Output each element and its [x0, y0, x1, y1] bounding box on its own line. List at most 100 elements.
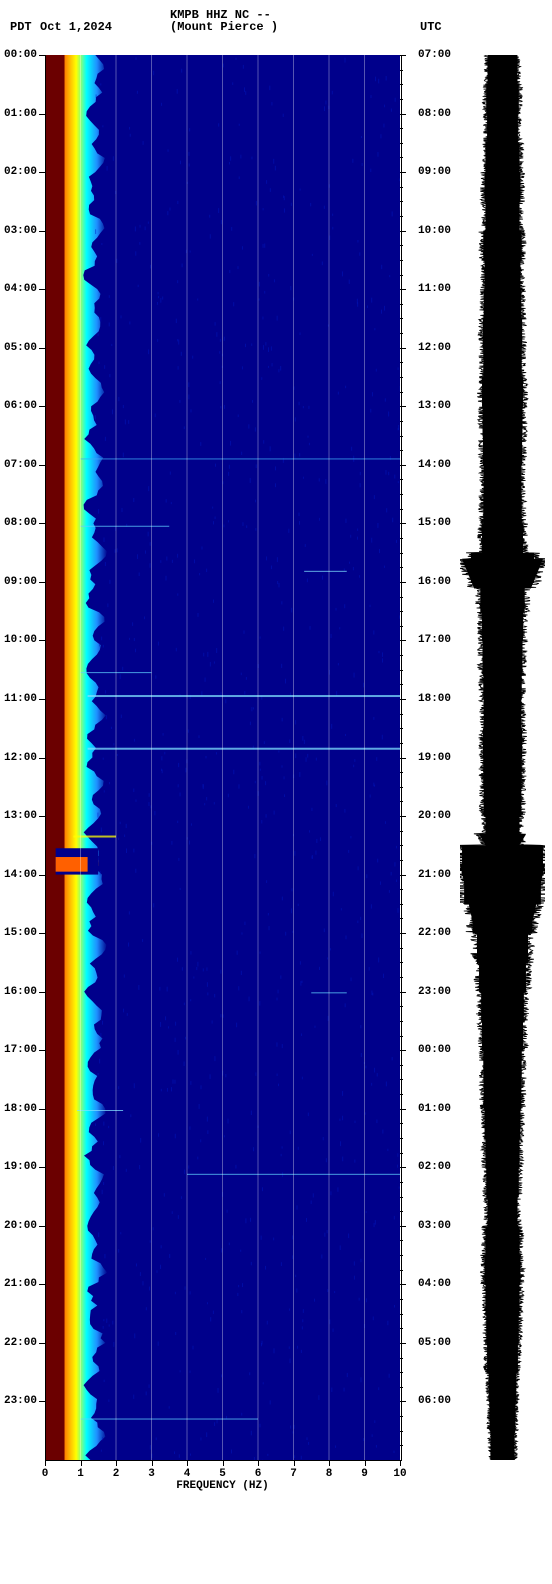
right-minor-tick — [400, 392, 403, 393]
freq-tick-mark — [365, 1460, 366, 1466]
right-minor-tick — [400, 1094, 403, 1095]
right-tick-label: 13:00 — [418, 400, 451, 412]
right-minor-tick — [400, 1006, 403, 1007]
left-tick-mark — [39, 758, 45, 759]
right-minor-tick — [400, 318, 403, 319]
right-tick-label: 16:00 — [418, 576, 451, 588]
station-name-label: (Mount Pierce ) — [170, 20, 278, 34]
left-tick-label: 18:00 — [4, 1103, 37, 1115]
right-timezone-label: UTC — [420, 20, 442, 34]
right-tick-mark — [400, 55, 406, 56]
left-tick-label: 07:00 — [4, 459, 37, 471]
left-tick-label: 08:00 — [4, 517, 37, 529]
freq-tick-label: 4 — [184, 1468, 191, 1480]
left-tick-mark — [39, 699, 45, 700]
left-timezone-label: PDT — [10, 20, 32, 34]
right-minor-tick — [400, 260, 403, 261]
right-tick-label: 05:00 — [418, 1337, 451, 1349]
right-minor-tick — [400, 99, 403, 100]
right-minor-tick — [400, 567, 403, 568]
right-minor-tick — [400, 494, 403, 495]
left-tick-mark — [39, 875, 45, 876]
right-tick-mark — [400, 406, 406, 407]
right-minor-tick — [400, 714, 403, 715]
right-minor-tick — [400, 538, 403, 539]
left-tick-mark — [39, 231, 45, 232]
left-tick-label: 10:00 — [4, 634, 37, 646]
right-tick-mark — [400, 582, 406, 583]
right-minor-tick — [400, 333, 403, 334]
freq-tick-label: 7 — [290, 1468, 297, 1480]
left-tick-label: 21:00 — [4, 1278, 37, 1290]
freq-tick-mark — [45, 1460, 46, 1466]
left-tick-mark — [39, 816, 45, 817]
left-tick-mark — [39, 289, 45, 290]
freq-tick-mark — [258, 1460, 259, 1466]
right-tick-mark — [400, 114, 406, 115]
right-minor-tick — [400, 1445, 403, 1446]
right-minor-tick — [400, 845, 403, 846]
right-minor-tick — [400, 157, 403, 158]
left-date-label: Oct 1,2024 — [40, 20, 112, 34]
left-tick-label: 20:00 — [4, 1220, 37, 1232]
right-minor-tick — [400, 128, 403, 129]
right-tick-mark — [400, 172, 406, 173]
left-tick-label: 12:00 — [4, 752, 37, 764]
right-minor-tick — [400, 1255, 403, 1256]
right-minor-tick — [400, 1328, 403, 1329]
time-axis-right: 07:0008:0009:0010:0011:0012:0013:0014:00… — [400, 55, 460, 1460]
right-tick-mark — [400, 1167, 406, 1168]
right-tick-mark — [400, 699, 406, 700]
left-tick-label: 00:00 — [4, 49, 37, 61]
right-tick-label: 09:00 — [418, 166, 451, 178]
right-minor-tick — [400, 670, 403, 671]
right-minor-tick — [400, 1314, 403, 1315]
left-tick-label: 19:00 — [4, 1161, 37, 1173]
freq-tick-mark — [400, 1460, 401, 1466]
right-minor-tick — [400, 728, 403, 729]
right-tick-mark — [400, 465, 406, 466]
seismogram-plot — [460, 55, 545, 1460]
right-minor-tick — [400, 245, 403, 246]
left-tick-mark — [39, 992, 45, 993]
freq-tick-label: 8 — [326, 1468, 333, 1480]
right-minor-tick — [400, 684, 403, 685]
right-tick-mark — [400, 1109, 406, 1110]
right-tick-mark — [400, 1284, 406, 1285]
right-minor-tick — [400, 377, 403, 378]
right-tick-label: 19:00 — [418, 752, 451, 764]
right-minor-tick — [400, 275, 403, 276]
right-minor-tick — [400, 1079, 403, 1080]
right-tick-mark — [400, 1401, 406, 1402]
freq-tick-mark — [294, 1460, 295, 1466]
right-minor-tick — [400, 626, 403, 627]
left-tick-label: 05:00 — [4, 342, 37, 354]
right-minor-tick — [400, 1021, 403, 1022]
left-tick-label: 13:00 — [4, 810, 37, 822]
right-tick-label: 00:00 — [418, 1044, 451, 1056]
left-tick-label: 23:00 — [4, 1395, 37, 1407]
freq-tick-label: 6 — [255, 1468, 262, 1480]
right-tick-mark — [400, 992, 406, 993]
left-tick-mark — [39, 55, 45, 56]
left-tick-mark — [39, 1343, 45, 1344]
right-tick-mark — [400, 1050, 406, 1051]
left-tick-mark — [39, 406, 45, 407]
left-tick-mark — [39, 465, 45, 466]
right-tick-label: 22:00 — [418, 927, 451, 939]
right-minor-tick — [400, 1270, 403, 1271]
right-minor-tick — [400, 743, 403, 744]
left-tick-label: 15:00 — [4, 927, 37, 939]
left-tick-label: 14:00 — [4, 869, 37, 881]
right-minor-tick — [400, 304, 403, 305]
right-minor-tick — [400, 1211, 403, 1212]
left-tick-mark — [39, 172, 45, 173]
right-tick-label: 02:00 — [418, 1161, 451, 1173]
left-tick-label: 01:00 — [4, 108, 37, 120]
right-minor-tick — [400, 977, 403, 978]
right-tick-label: 10:00 — [418, 225, 451, 237]
right-tick-label: 18:00 — [418, 693, 451, 705]
freq-tick-label: 2 — [113, 1468, 120, 1480]
right-minor-tick — [400, 597, 403, 598]
right-tick-mark — [400, 1226, 406, 1227]
